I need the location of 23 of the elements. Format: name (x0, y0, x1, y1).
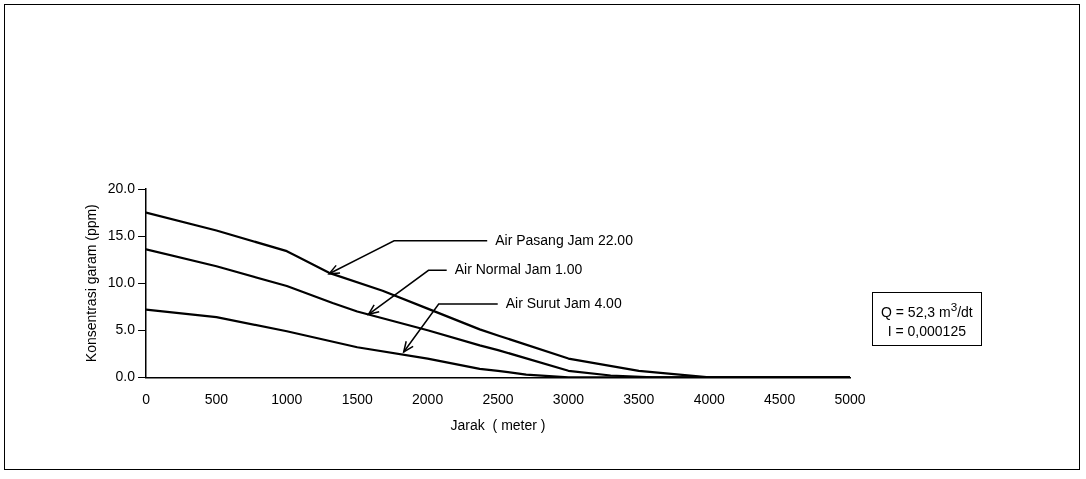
x-tick-label: 3500 (623, 390, 655, 407)
y-tick-label: 15.0 (107, 226, 136, 243)
x-tick-label: 2500 (482, 390, 514, 407)
annotation: Air Pasang Jam 22.00 (495, 231, 634, 248)
x-axis-title: Jarak ( meter ) (450, 417, 546, 434)
y-axis-title: Konsentrasi garam (ppm) (83, 204, 100, 363)
y-tick-label: 5.0 (115, 321, 136, 338)
x-tick-label: 1000 (271, 390, 303, 407)
x-tick-label: 500 (204, 390, 229, 407)
x-tick-label: 1500 (341, 390, 374, 407)
x-tick-label: 4500 (764, 390, 796, 407)
x-tick-label: 2000 (412, 390, 444, 407)
annotation: Air Surut Jam 4.00 (505, 294, 622, 311)
x-tick-label: 3000 (552, 390, 585, 407)
y-tick-label: 0.0 (115, 368, 136, 385)
x-tick-label: 4000 (693, 390, 725, 407)
y-tick-label: 10.0 (107, 274, 136, 291)
x-tick-label: 0 (142, 390, 151, 407)
annotation: Air Normal Jam 1.00 (454, 261, 583, 278)
y-tick-label: 20.0 (107, 179, 136, 196)
text: I = 0,000125 (887, 322, 966, 339)
x-tick-label: 5000 (834, 390, 866, 407)
text: Q = 52,3 m$^{3}$/dt (881, 300, 973, 320)
